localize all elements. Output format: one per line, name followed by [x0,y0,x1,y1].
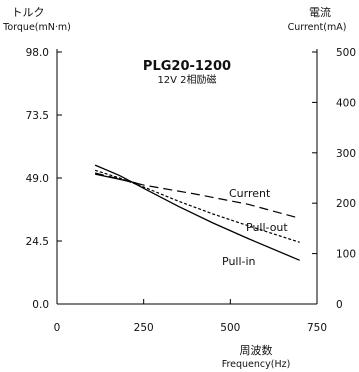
series-line-pull-in [94,164,300,261]
x-axis-label-jp: 周波数 [240,344,273,357]
right-ticks: 0 100 200 300 400 500 [312,47,356,311]
chart-subtitle: 12V 2相励磁 [157,73,216,86]
right-tick-label: 0 [336,299,343,311]
left-tick-label: 0.0 [32,299,49,311]
x-tick-label: 750 [307,322,327,334]
right-tick-label: 400 [336,97,356,109]
x-tick-label: 0 [54,322,61,334]
left-ticks: 0.0 24.5 49.0 73.5 98.0 [26,47,62,311]
right-tick-label: 500 [336,47,356,59]
left-axis-label-en: Torque(mN·m) [2,22,71,33]
series-layer [94,164,300,261]
series-label-current: Current [229,187,271,200]
x-tick-label: 500 [220,322,240,334]
right-tick-label: 100 [336,249,356,261]
left-tick-label: 24.5 [26,236,49,248]
x-axis-label-en: Frequency(Hz) [222,359,291,370]
right-axis-label-jp: 電流 [309,5,331,19]
series-label-pull-in: Pull-in [222,255,256,268]
series-label-pull-out: Pull-out [246,221,288,234]
left-axis-label-jp: トルク [12,6,45,19]
left-tick-label: 49.0 [26,173,49,185]
left-tick-label: 73.5 [26,110,49,122]
x-ticks: 0 250 500 750 [54,299,327,334]
right-tick-label: 200 [336,198,356,210]
series-line-pull-out [94,169,300,243]
chart-title: PLG20-1200 [143,59,231,74]
x-tick-label: 250 [134,322,154,334]
right-axis-label-en: Current(mA) [288,22,347,33]
left-tick-label: 98.0 [26,47,49,59]
series-line-unlabeled-3 [94,173,137,184]
right-tick-label: 300 [336,148,356,160]
